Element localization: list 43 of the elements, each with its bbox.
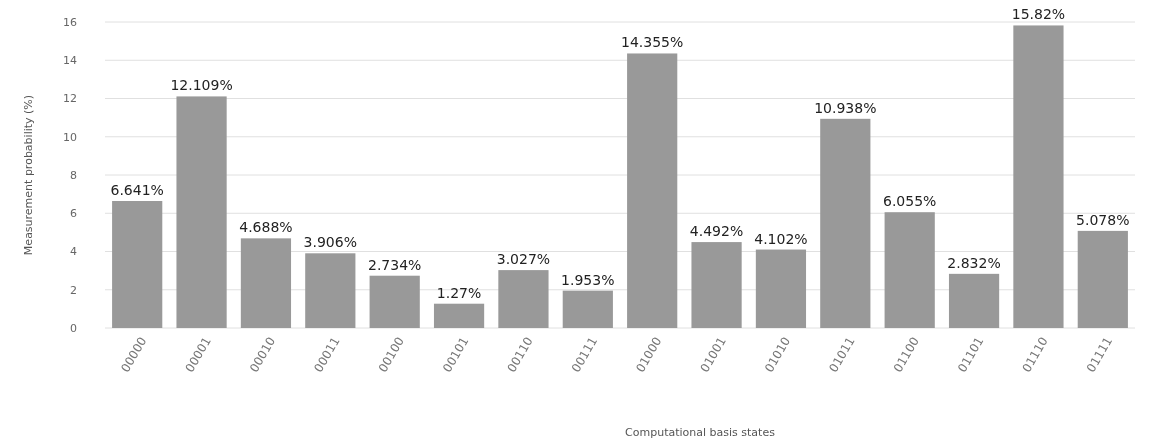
y-tick-label: 16 — [63, 15, 77, 29]
data-label: 4.688% — [239, 219, 293, 236]
bar — [627, 53, 678, 328]
bar — [1013, 25, 1064, 328]
data-label: 3.027% — [496, 251, 551, 268]
bar — [369, 275, 420, 328]
data-label: 4.102% — [754, 230, 808, 247]
y-tick-label: 2 — [70, 283, 77, 297]
data-label: 5.078% — [1076, 211, 1130, 228]
bar — [498, 270, 549, 328]
y-tick-label: 10 — [63, 130, 77, 144]
y-tick-label: 6 — [70, 207, 77, 221]
bar — [112, 200, 163, 328]
data-label: 14.355% — [621, 34, 684, 51]
data-label: 3.906% — [303, 234, 358, 251]
bar — [562, 290, 613, 328]
y-tick-label: 14 — [63, 54, 77, 68]
bar — [884, 212, 935, 328]
y-tick-label: 8 — [70, 168, 77, 182]
data-label: 4.492% — [689, 223, 744, 240]
y-axis-title: Measurement probability (%) — [22, 94, 35, 256]
data-label: 1.953% — [561, 271, 615, 288]
data-label: 6.055% — [882, 193, 937, 210]
bar — [948, 273, 1000, 328]
data-label: 6.641% — [110, 181, 164, 198]
bar — [691, 242, 742, 328]
data-label: 12.109% — [170, 77, 233, 94]
y-tick-label: 12 — [63, 92, 77, 106]
bar — [176, 96, 227, 328]
bar — [1077, 230, 1128, 328]
bar — [305, 253, 356, 328]
bar — [755, 249, 807, 328]
data-label: 1.27% — [436, 284, 482, 301]
y-tick-label: 4 — [70, 245, 77, 259]
bar — [433, 303, 485, 328]
bar — [820, 118, 871, 328]
y-tick-label: 0 — [70, 321, 77, 335]
data-label: 15.82% — [1011, 6, 1066, 23]
x-axis-title: Computational basis states — [625, 426, 776, 439]
data-label: 10.938% — [814, 99, 877, 116]
data-label: 2.734% — [367, 256, 422, 273]
bar — [240, 238, 292, 328]
data-label: 2.832% — [947, 254, 1001, 271]
